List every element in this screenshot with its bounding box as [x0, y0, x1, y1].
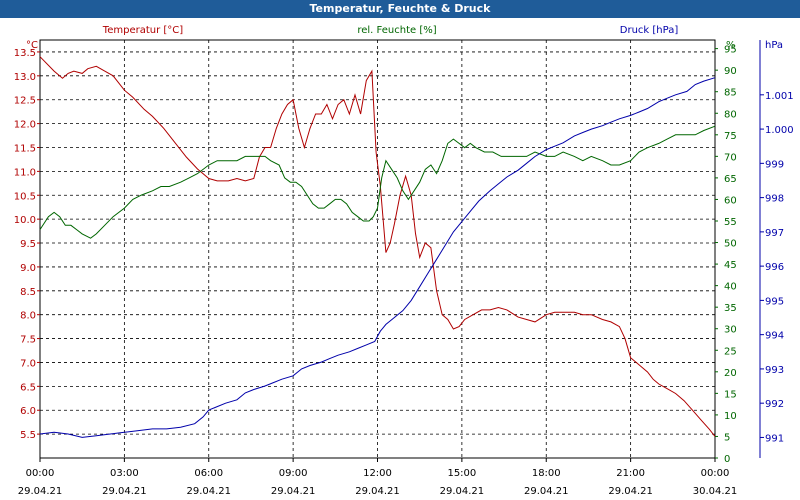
humidity-tick-label: 5 [724, 432, 730, 443]
humidity-tick-label: 15 [724, 389, 737, 400]
time-tick-label: 00:00 [701, 468, 730, 479]
humidity-tick-label: 70 [724, 152, 737, 163]
temperature-tick-label: 8.5 [20, 287, 36, 298]
time-tick-label: 12:00 [363, 468, 392, 479]
pressure-tick-label: 998 [765, 194, 784, 205]
pressure-tick-label: 1.000 [765, 125, 794, 136]
series-layer [39, 56, 716, 438]
time-tick-label: 03:00 [110, 468, 139, 479]
time-tick-label: 18:00 [532, 468, 561, 479]
pressure-axis-label: Druck [hPa] [620, 25, 679, 36]
temperature-axis: 5.5 6.0 6.5 7.0 7.5 8.0 8.5 9.0 9.5 10.0 10.5 11.0 1… [14, 48, 40, 441]
humidity-tick-label: 65 [724, 174, 737, 185]
temperature-tick-label: 7.0 [20, 358, 36, 369]
chart-background [0, 18, 800, 500]
temperature-unit-label: °C [26, 40, 38, 51]
temperature-tick-label: 8.0 [20, 311, 36, 322]
time-tick-label: 06:00 [194, 468, 223, 479]
pressure-tick-label: 999 [765, 159, 784, 170]
temperature-tick-label: 11.0 [14, 167, 36, 178]
humidity-tick-label: 50 [724, 239, 737, 250]
date-tick-label: 29.04.21 [186, 486, 231, 497]
temperature-axis-label: Temperatur [°C] [102, 25, 183, 36]
pressure-tick-label: 996 [765, 262, 784, 273]
grid-lines [40, 40, 715, 458]
temperature-tick-label: 9.5 [20, 239, 36, 250]
humidity-unit-label: % [726, 40, 736, 51]
humidity-tick-label: 20 [724, 368, 737, 379]
pressure-tick-label: 992 [765, 399, 784, 410]
date-tick-label: 29.04.21 [524, 486, 569, 497]
date-tick-label: 29.04.21 [271, 486, 316, 497]
time-tick-label: 21:00 [616, 468, 645, 479]
humidity-tick-label: 45 [724, 260, 737, 271]
time-tick-label: 00:00 [26, 468, 55, 479]
humidity-tick-label: 0 [724, 454, 730, 465]
temperature-tick-label: 6.5 [20, 382, 36, 393]
humidity-tick-label: 85 [724, 88, 737, 99]
humidity-tick-label: 60 [724, 195, 737, 206]
pressure-line [39, 77, 716, 438]
pressure-tick-label: 994 [765, 331, 784, 342]
date-tick-label: 29.04.21 [440, 486, 485, 497]
temperature-tick-label: 13.5 [14, 48, 36, 59]
humidity-axis-label: rel. Feuchte [%] [357, 25, 436, 36]
pressure-tick-label: 993 [765, 365, 784, 376]
pressure-axis: 991 992 993 994 995 996 997 998 999 1.000 1.001 [760, 91, 794, 444]
temperature-tick-label: 10.5 [14, 191, 36, 202]
time-axis: 00:00 29.04.21 03:00 29.04.21 06:00 29.04.21 0… [18, 458, 738, 497]
date-tick-label: 29.04.21 [355, 486, 400, 497]
pressure-tick-label: 991 [765, 433, 784, 444]
pressure-tick-label: 997 [765, 228, 784, 239]
humidity-line [39, 125, 716, 239]
humidity-tick-label: 90 [724, 66, 737, 77]
time-tick-label: 15:00 [447, 468, 476, 479]
date-tick-label: 29.04.21 [608, 486, 653, 497]
date-tick-label: 30.04.21 [693, 486, 738, 497]
date-tick-label: 29.04.21 [18, 486, 63, 497]
chart-title: Temperatur, Feuchte & Druck [0, 0, 800, 18]
temperature-line [39, 56, 716, 437]
temperature-tick-label: 10.0 [14, 215, 36, 226]
humidity-tick-label: 80 [724, 109, 737, 120]
temperature-tick-label: 5.5 [20, 430, 36, 441]
time-tick-label: 09:00 [279, 468, 308, 479]
temperature-tick-label: 12.0 [14, 120, 36, 131]
humidity-tick-label: 95 [724, 45, 737, 56]
temperature-tick-label: 12.5 [14, 96, 36, 107]
humidity-axis: 0 5 10 15 20 25 30 35 40 45 50 55 60 65 70 75 80 85 90 95 [715, 45, 737, 465]
humidity-tick-label: 25 [724, 346, 737, 357]
humidity-tick-label: 75 [724, 131, 737, 142]
humidity-tick-label: 55 [724, 217, 737, 228]
temperature-tick-label: 7.5 [20, 335, 36, 346]
humidity-tick-label: 30 [724, 325, 737, 336]
temperature-tick-label: 6.0 [20, 406, 36, 417]
pressure-tick-label: 995 [765, 296, 784, 307]
temperature-tick-label: 13.0 [14, 72, 36, 83]
temperature-tick-label: 11.5 [14, 143, 36, 154]
pressure-tick-label: 1.001 [765, 91, 794, 102]
humidity-tick-label: 40 [724, 282, 737, 293]
pressure-unit-label: hPa [765, 40, 783, 51]
humidity-tick-label: 35 [724, 303, 737, 314]
date-tick-label: 29.04.21 [102, 486, 147, 497]
humidity-tick-label: 10 [724, 411, 737, 422]
temperature-tick-label: 9.0 [20, 263, 36, 274]
